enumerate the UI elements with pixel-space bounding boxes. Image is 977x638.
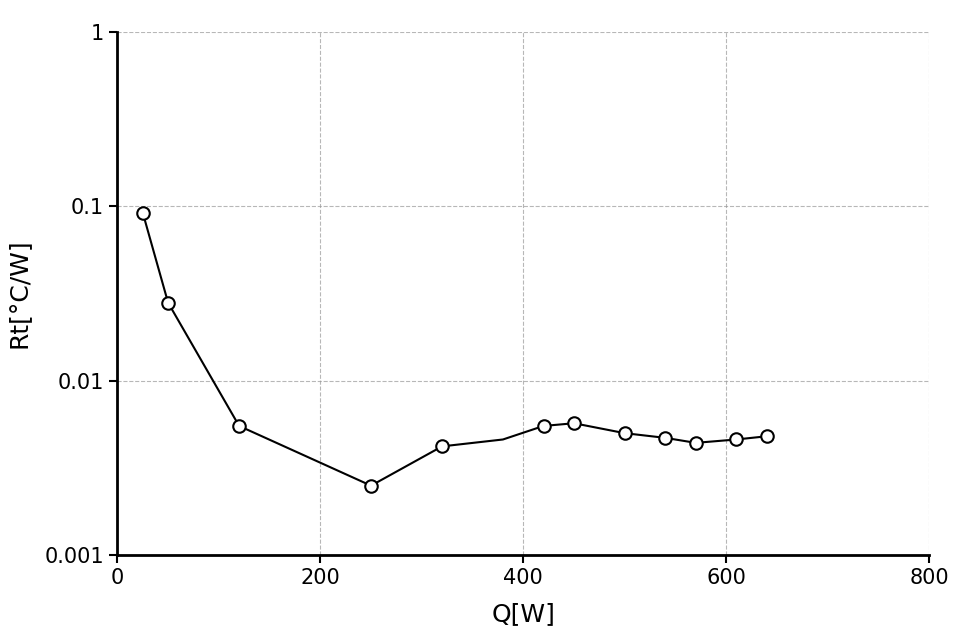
Y-axis label: Rt[°C/W]: Rt[°C/W]: [7, 239, 30, 348]
X-axis label: Q[W]: Q[W]: [490, 602, 555, 626]
